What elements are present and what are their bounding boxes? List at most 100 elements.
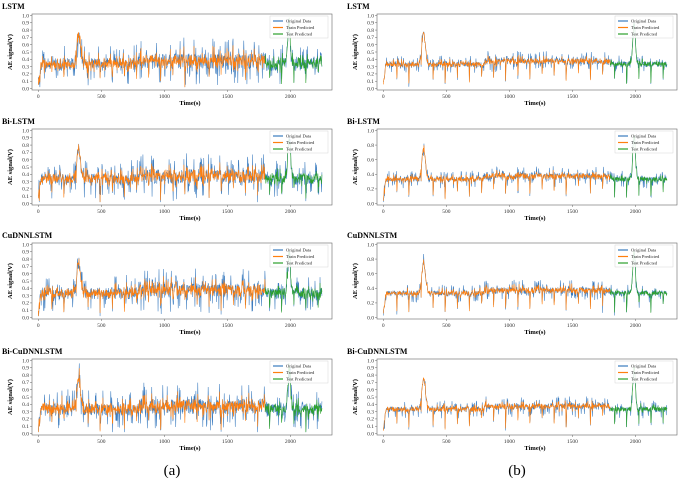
x-tick-label: 1000: [159, 439, 170, 445]
y-tick-label: 0.6: [367, 271, 374, 277]
x-axis-label: Time(s): [179, 445, 200, 452]
legend-train-predicted: Train Predicted: [286, 370, 315, 375]
y-tick-label: 0.4: [22, 57, 29, 63]
legend-original-data: Original Data: [286, 19, 311, 24]
legend-test-predicted: Test Predicted: [631, 261, 658, 266]
y-tick-label: 0.7: [367, 35, 374, 41]
x-tick-label: 1500: [567, 94, 578, 100]
y-tick-label: 0.4: [22, 402, 29, 408]
series-train-predicted: [383, 145, 611, 201]
legend-train-predicted: Train Predicted: [631, 254, 660, 259]
y-axis-label: AE signal(V): [352, 263, 359, 299]
legend-test-predicted: Test Predicted: [286, 147, 313, 152]
legend-original-data: Original Data: [286, 134, 311, 139]
y-tick-label: 0.9: [22, 21, 29, 27]
x-axis-label: Time(s): [524, 215, 545, 222]
x-tick-label: 2000: [285, 323, 296, 329]
legend-test-predicted: Test Predicted: [631, 377, 658, 382]
legend-original-data: Original Data: [631, 134, 656, 139]
legend-original-data: Original Data: [286, 248, 311, 253]
x-tick-label: 500: [442, 94, 451, 100]
y-tick-label: 0.0: [367, 201, 374, 207]
x-tick-label: 2000: [630, 94, 641, 100]
y-tick-label: 0.0: [22, 201, 29, 207]
y-tick-label: 0.8: [22, 28, 29, 34]
x-tick-label: 500: [97, 323, 106, 329]
y-tick-label: 0.9: [22, 250, 29, 256]
legend-original-data: Original Data: [631, 19, 656, 24]
series-train-predicted: [383, 377, 611, 431]
x-axis-label: Time(s): [179, 215, 200, 222]
y-tick-label: 0.7: [22, 264, 29, 270]
legend-train-predicted: Train Predicted: [631, 25, 660, 30]
x-axis-label: Time(s): [179, 100, 200, 107]
y-tick-label: 1.0: [22, 13, 29, 19]
chart-panel-7: Bi-CuDNNLSTM 0 500 1000 1500 2000 0.00.10.2 0.3…: [2, 347, 333, 452]
x-tick-label: 1500: [222, 439, 233, 445]
y-axis-label: AE signal(V): [352, 379, 359, 415]
y-axis-label: AE signal(V): [7, 379, 14, 415]
x-tick-label: 500: [97, 209, 106, 215]
x-tick-label: 2000: [630, 439, 641, 445]
y-tick-label: 0.5: [22, 279, 29, 285]
y-tick-label: 0.2: [367, 301, 374, 307]
legend-original-data: Original Data: [286, 364, 311, 369]
x-tick-label: 0: [37, 209, 40, 215]
y-tick-label: 0.2: [22, 187, 29, 193]
plot-area: [383, 22, 668, 87]
y-tick-label: 1.0: [367, 128, 374, 134]
y-tick-label: 0.9: [22, 136, 29, 142]
legend-box: [269, 244, 329, 268]
x-tick-label: 1500: [567, 209, 578, 215]
x-tick-label: 500: [442, 323, 451, 329]
legend-test-predicted: Test Predicted: [631, 32, 658, 37]
y-tick-label: 0.3: [22, 409, 29, 415]
y-tick-label: 0.7: [367, 380, 374, 386]
y-tick-label: 0.0: [22, 86, 29, 92]
y-tick-label: 0.4: [22, 286, 29, 292]
y-tick-label: 0.0: [22, 315, 29, 321]
y-tick-label: 0.2: [22, 301, 29, 307]
y-tick-label: 0.7: [22, 150, 29, 156]
y-tick-label: 0.4: [367, 172, 374, 178]
y-tick-label: 0.0: [22, 431, 29, 437]
x-tick-label: 1000: [504, 209, 515, 215]
y-tick-label: 0.8: [22, 373, 29, 379]
y-tick-label: 0.5: [22, 50, 29, 56]
y-tick-label: 0.6: [22, 271, 29, 277]
y-axis-label: AE signal(V): [7, 263, 14, 299]
plot-frame: [376, 128, 678, 206]
legend-box: [614, 130, 674, 154]
series-train-predicted: [38, 32, 266, 88]
x-tick-label: 1500: [222, 323, 233, 329]
y-tick-label: 0.9: [367, 366, 374, 372]
y-tick-label: 0.6: [367, 387, 374, 393]
series-test-predicted: [609, 250, 668, 313]
y-tick-label: 1.0: [22, 128, 29, 134]
series-train-predicted: [383, 31, 611, 85]
x-tick-label: 1000: [159, 323, 170, 329]
y-axis-label: AE signal(V): [7, 34, 14, 70]
x-tick-label: 0: [382, 323, 385, 329]
series-train-predicted: [38, 258, 266, 317]
y-tick-label: 0.4: [367, 402, 374, 408]
legend-test-predicted: Test Predicted: [286, 377, 313, 382]
legend-test-predicted: Test Predicted: [631, 147, 658, 152]
y-tick-label: 0.8: [367, 28, 374, 34]
y-tick-label: 0.2: [22, 417, 29, 423]
y-tick-label: 0.9: [367, 21, 374, 27]
x-tick-label: 2000: [285, 94, 296, 100]
x-axis-label: Time(s): [524, 329, 545, 336]
caption-b: (b): [508, 463, 526, 479]
y-tick-label: 0.1: [367, 79, 374, 85]
x-tick-label: 1500: [222, 94, 233, 100]
y-tick-label: 0.1: [22, 194, 29, 200]
series-test-predicted: [264, 250, 323, 313]
x-tick-label: 2000: [285, 209, 296, 215]
y-tick-label: 0.6: [367, 42, 374, 48]
x-tick-label: 0: [37, 94, 40, 100]
x-tick-label: 0: [37, 439, 40, 445]
